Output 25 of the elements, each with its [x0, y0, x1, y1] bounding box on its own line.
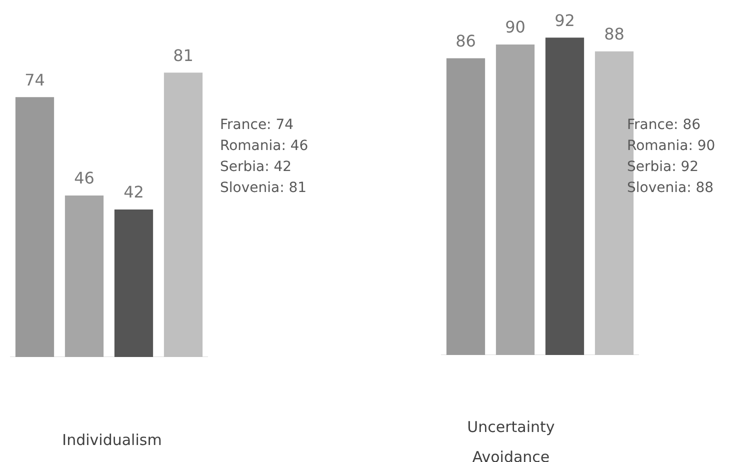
bar — [114, 210, 154, 357]
data-label: 81 — [173, 46, 194, 65]
bar — [64, 195, 104, 357]
data-label: 88 — [604, 24, 624, 44]
text: Serbia: 42 — [220, 158, 293, 177]
bar — [496, 44, 535, 355]
text: Individualism — [61, 430, 163, 451]
annotation: France: 86 — [627, 116, 702, 135]
data-label: 46 — [74, 168, 94, 188]
text: France: 74 — [220, 116, 295, 135]
bar — [545, 38, 584, 355]
data-label: 42 — [124, 182, 144, 202]
annotation: Serbia: 92 — [627, 158, 700, 177]
text: Uncertainty Avoidance — [466, 417, 556, 462]
text: Slovenia: 81 — [220, 179, 308, 198]
annotation: Slovenia: 88 — [627, 179, 715, 198]
bar — [15, 97, 54, 357]
annotation: Romania: 90 — [627, 137, 716, 156]
bar — [164, 72, 203, 357]
data-label: 86 — [456, 31, 476, 50]
bar — [446, 58, 486, 355]
data-label: 92 — [554, 10, 575, 30]
data-label: 74 — [24, 70, 45, 90]
text: Romania: 46 — [220, 137, 308, 156]
data-label: 90 — [505, 18, 526, 37]
